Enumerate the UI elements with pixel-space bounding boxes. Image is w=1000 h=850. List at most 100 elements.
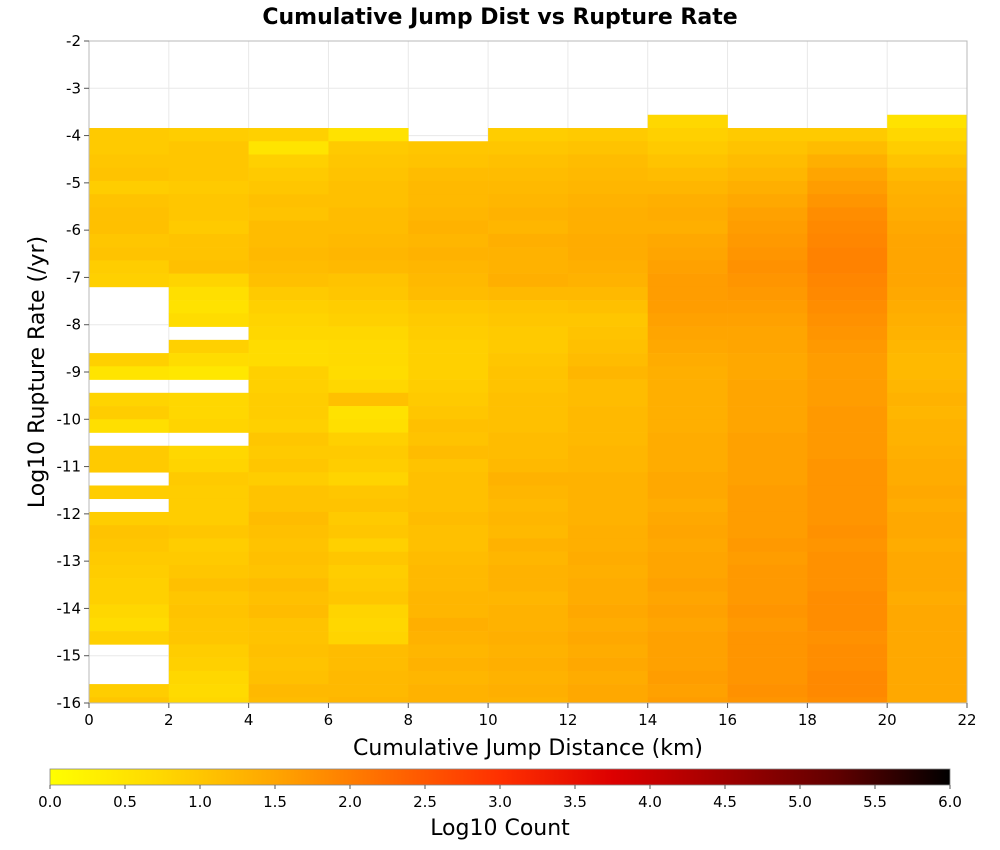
heatmap-cell: [647, 379, 728, 394]
heatmap-cell: [727, 366, 808, 380]
heatmap-cell: [408, 180, 489, 195]
heatmap-cell: [408, 154, 489, 169]
heatmap-cell: [567, 511, 649, 526]
y-tick-label: -2: [66, 32, 81, 50]
heatmap-cell: [647, 684, 728, 698]
heatmap-cell: [248, 498, 329, 513]
heatmap-cell: [647, 419, 728, 433]
heatmap-cell: [248, 631, 329, 645]
heatmap-cell: [567, 366, 649, 380]
heatmap-cell: [647, 273, 728, 288]
heatmap-cell: [727, 538, 808, 552]
colorbar-tick-label: 1.0: [188, 793, 212, 811]
heatmap-cell: [647, 604, 728, 619]
heatmap-cell: [168, 366, 249, 380]
heatmap-cell: [567, 631, 649, 645]
heatmap-cell: [647, 194, 728, 208]
heatmap-cell: [248, 326, 329, 341]
heatmap-cell: [408, 379, 489, 394]
heatmap-cell: [89, 207, 170, 221]
heatmap-cell: [328, 406, 409, 420]
heatmap-cell: [328, 154, 409, 169]
heatmap-cell: [647, 657, 728, 672]
heatmap-cell: [248, 591, 329, 605]
heatmap-cell: [887, 220, 968, 235]
heatmap-cell: [89, 617, 170, 632]
heatmap-cell: [807, 525, 888, 539]
heatmap-cell: [807, 300, 888, 314]
heatmap-cell: [567, 220, 649, 235]
heatmap-cell: [488, 220, 569, 235]
heatmap-cell: [248, 233, 329, 248]
heatmap-cell: [248, 339, 329, 354]
heatmap-cell: [168, 339, 249, 354]
heatmap-cell: [887, 551, 968, 566]
heatmap-cell: [887, 406, 968, 420]
heatmap-cell: [328, 220, 409, 235]
heatmap-cell: [647, 300, 728, 314]
heatmap-cell: [887, 459, 968, 473]
heatmap-cell: [89, 273, 170, 288]
y-tick-label: -15: [57, 647, 82, 665]
colorbar-tick-label: 3.5: [563, 793, 587, 811]
heatmap-cell: [408, 657, 489, 672]
heatmap-cell: [408, 233, 489, 248]
heatmap-cell: [408, 485, 489, 500]
heatmap-cell: [807, 128, 888, 142]
heatmap-cell: [807, 313, 888, 327]
heatmap-cell: [567, 353, 649, 367]
heatmap-cell: [408, 194, 489, 208]
x-tick-label: 12: [558, 711, 577, 729]
heatmap-cell: [168, 286, 249, 301]
heatmap-cell: [89, 392, 170, 407]
heatmap-cell: [887, 366, 968, 380]
heatmap-cell: [89, 180, 170, 195]
heatmap-cell: [168, 644, 249, 658]
heatmap-cell: [647, 670, 728, 685]
heatmap-cell: [727, 313, 808, 327]
heatmap-cell: [727, 578, 808, 592]
y-tick-label: -3: [66, 79, 81, 97]
heatmap-cell: [408, 551, 489, 566]
heatmap-cell: [807, 564, 888, 579]
heatmap-cell: [168, 445, 249, 460]
heatmap-cell: [168, 273, 249, 288]
y-tick-label: -11: [57, 458, 82, 476]
heatmap-cell: [727, 591, 808, 605]
y-tick-label: -16: [57, 694, 82, 712]
y-tick-label: -4: [66, 127, 81, 145]
heatmap-cell: [328, 141, 409, 155]
heatmap-cell: [647, 366, 728, 380]
heatmap-cell: [168, 300, 249, 314]
heatmap-cell: [807, 432, 888, 447]
heatmap-cell: [248, 300, 329, 314]
heatmap-cell: [567, 564, 649, 579]
colorbar-tick-label: 1.5: [263, 793, 287, 811]
heatmap-cell: [807, 339, 888, 354]
heatmap-cell: [168, 684, 249, 698]
heatmap-cell: [727, 459, 808, 473]
heatmap-cell: [807, 167, 888, 182]
heatmap-cell: [807, 419, 888, 433]
heatmap-cell: [328, 591, 409, 605]
heatmap-cell: [488, 419, 569, 433]
heatmap-cell: [488, 459, 569, 473]
heatmap-cell: [807, 392, 888, 407]
heatmap-cell: [408, 247, 489, 261]
heatmap-cell: [887, 339, 968, 354]
heatmap-cell: [727, 551, 808, 566]
heatmap-cell: [807, 247, 888, 261]
heatmap-cell: [727, 657, 808, 672]
heatmap-cell: [488, 498, 569, 513]
heatmap-cell: [248, 220, 329, 235]
x-tick-label: 8: [403, 711, 413, 729]
heatmap-cell: [328, 498, 409, 513]
heatmap-cell: [408, 273, 489, 288]
heatmap-cell: [567, 538, 649, 552]
heatmap-cell: [887, 379, 968, 394]
heatmap-cell: [647, 114, 728, 129]
heatmap-cell: [248, 432, 329, 447]
heatmap-cell: [807, 472, 888, 486]
heatmap-cell: [248, 194, 329, 208]
